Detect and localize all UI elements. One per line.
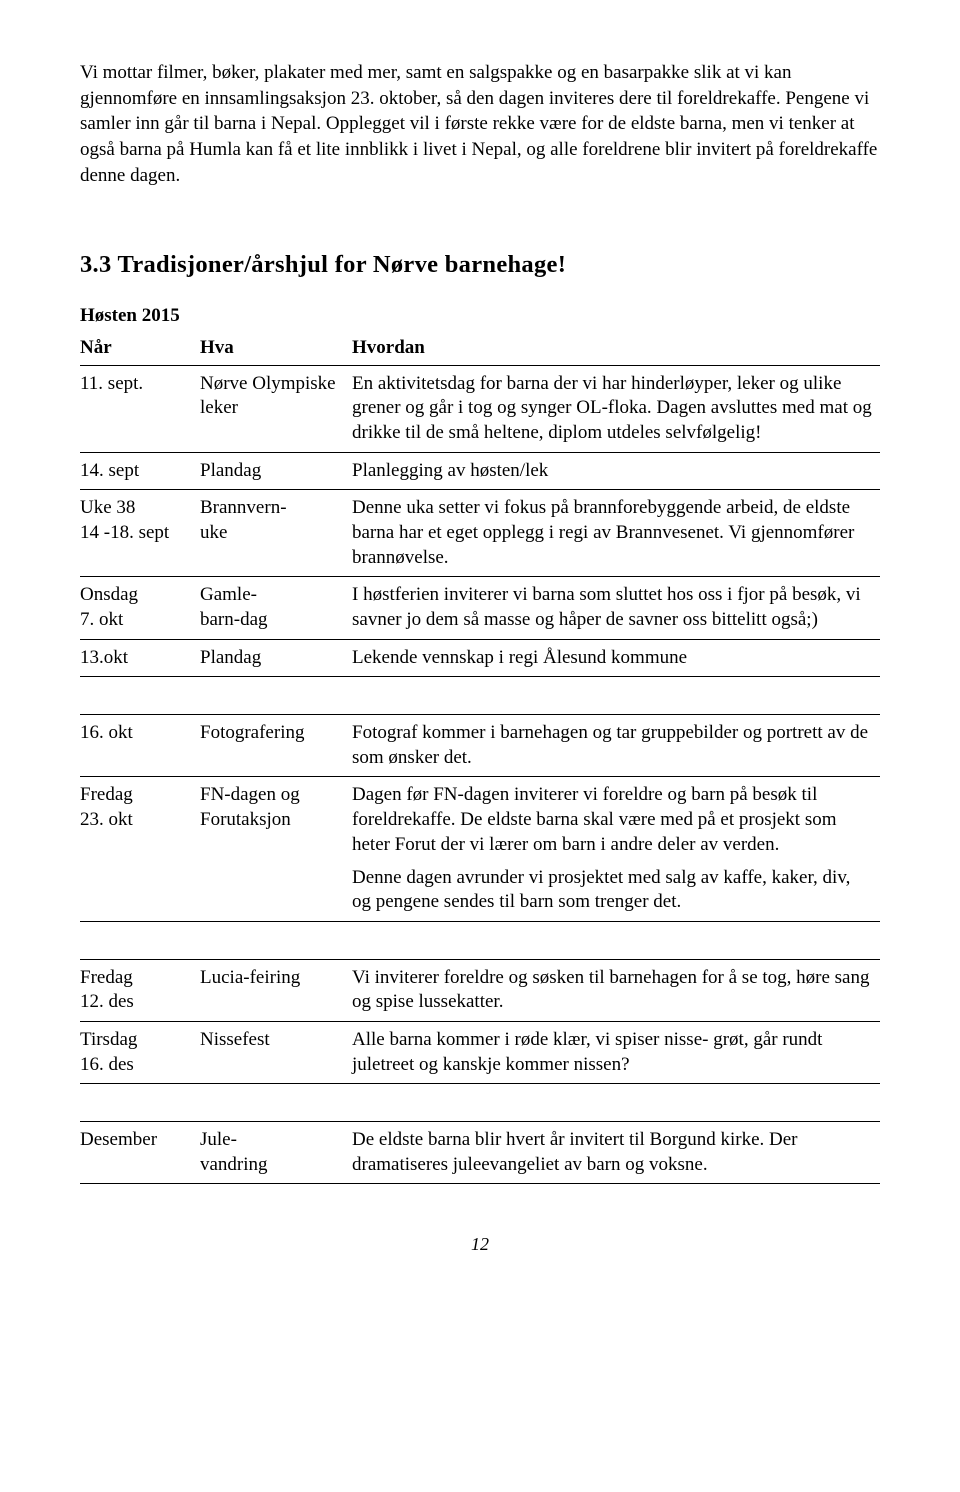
table-cell: Lekende vennskap i regi Ålesund kommune [352,639,880,677]
season-label: Høsten 2015 [80,303,880,329]
table-cell: Uke 3814 -18. sept [80,490,200,577]
table-cell: Nissefest [200,1021,352,1083]
table-row: Tirsdag16. desNissefestAlle barna kommer… [80,1021,880,1083]
intro-paragraph: Vi mottar filmer, bøker, plakater med me… [80,60,880,188]
table-row: Fredag23. oktFN-dagen og ForutaksjonDage… [80,777,880,921]
spacer-row [80,677,880,715]
table-row: Uke 3814 -18. sept Brannvern- ukeDenne u… [80,490,880,577]
table-cell: Lucia-feiring [200,959,352,1021]
table-cell: Tirsdag16. des [80,1021,200,1083]
table-cell: FN-dagen og Forutaksjon [200,777,352,921]
table-row: 13.oktPlandagLekende vennskap i regi Åle… [80,639,880,677]
table-row: 11. sept.Nørve Olympiske lekerEn aktivit… [80,365,880,452]
table-cell: 14. sept [80,452,200,490]
header-hva: Hva [200,331,352,365]
table-cell: Nørve Olympiske leker [200,365,352,452]
section-heading: 3.3 Tradisjoner/årshjul for Nørve barneh… [80,248,880,281]
table-cell: Dagen før FN-dagen inviterer vi foreldre… [352,777,880,921]
table-cell: De eldste barna blir hvert år invitert t… [352,1122,880,1184]
table-cell: Jule-vandring [200,1122,352,1184]
table-row: 14. septPlandagPlanlegging av høsten/lek [80,452,880,490]
spacer-row [80,921,880,959]
table-row: 16. oktFotograferingFotograf kommer i ba… [80,715,880,777]
table-cell: Brannvern- uke [200,490,352,577]
table-cell: Fredag12. des [80,959,200,1021]
table-cell: Denne uka setter vi fokus på brannforeby… [352,490,880,577]
header-nar: Når [80,331,200,365]
table-row: DesemberJule-vandringDe eldste barna bli… [80,1122,880,1184]
table-row: Onsdag7. oktGamle-barn-dagI høstferien i… [80,577,880,639]
table-cell: Vi inviterer foreldre og søsken til barn… [352,959,880,1021]
table-cell: Fotograf kommer i barnehagen og tar grup… [352,715,880,777]
table-cell: 13.okt [80,639,200,677]
table-cell: Gamle-barn-dag [200,577,352,639]
table-cell: Plandag [200,452,352,490]
spacer-row [80,1084,880,1122]
table-cell: Onsdag7. okt [80,577,200,639]
table-cell: En aktivitetsdag for barna der vi har hi… [352,365,880,452]
table-cell: Alle barna kommer i røde klær, vi spiser… [352,1021,880,1083]
table-cell: 16. okt [80,715,200,777]
table-cell: 11. sept. [80,365,200,452]
page-number: 12 [80,1232,880,1256]
table-cell: I høstferien inviterer vi barna som slut… [352,577,880,639]
table-cell: Fotografering [200,715,352,777]
table-row: Fredag12. desLucia-feiringVi inviterer f… [80,959,880,1021]
table-cell: Planlegging av høsten/lek [352,452,880,490]
schedule-table: Når Hva Hvordan 11. sept.Nørve Olympiske… [80,331,880,1185]
table-cell: Plandag [200,639,352,677]
header-hvordan: Hvordan [352,331,880,365]
table-header-row: Når Hva Hvordan [80,331,880,365]
table-cell: Desember [80,1122,200,1184]
table-cell: Fredag23. okt [80,777,200,921]
